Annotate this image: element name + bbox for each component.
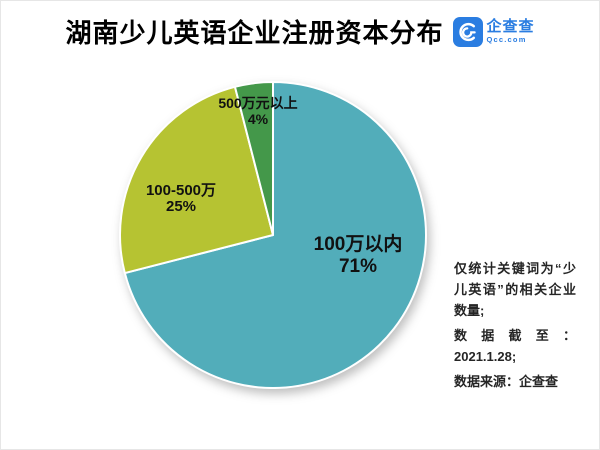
qcc-logo-text: 企查查 Qcc.com [487,19,535,44]
pie-slice-2 [233,81,274,236]
qcc-logo-icon [452,16,483,47]
pie-slice-0 [123,81,427,389]
pie-slice-1 [119,85,274,275]
qcc-logo-domain: Qcc.com [486,35,527,45]
qcc-logo-brand: 企查查 [486,18,535,36]
footnotes: 仅统计关键词为“少儿英语”的相关企业数量; 数据截至：2021.1.28; 数据… [454,258,576,396]
footnote-date: 数据截至：2021.1.28; [454,328,576,364]
footnote-source: 数据来源：企查查 [454,374,559,389]
header: 湖南少儿英语企业注册资本分布 企查查 Qcc.com [1,13,599,50]
page-title: 湖南少儿英语企业注册资本分布 [65,18,444,48]
qcc-logo: 企查查 Qcc.com [452,16,535,47]
footnote-scope: 仅统计关键词为“少儿英语”的相关企业数量; [454,261,576,318]
